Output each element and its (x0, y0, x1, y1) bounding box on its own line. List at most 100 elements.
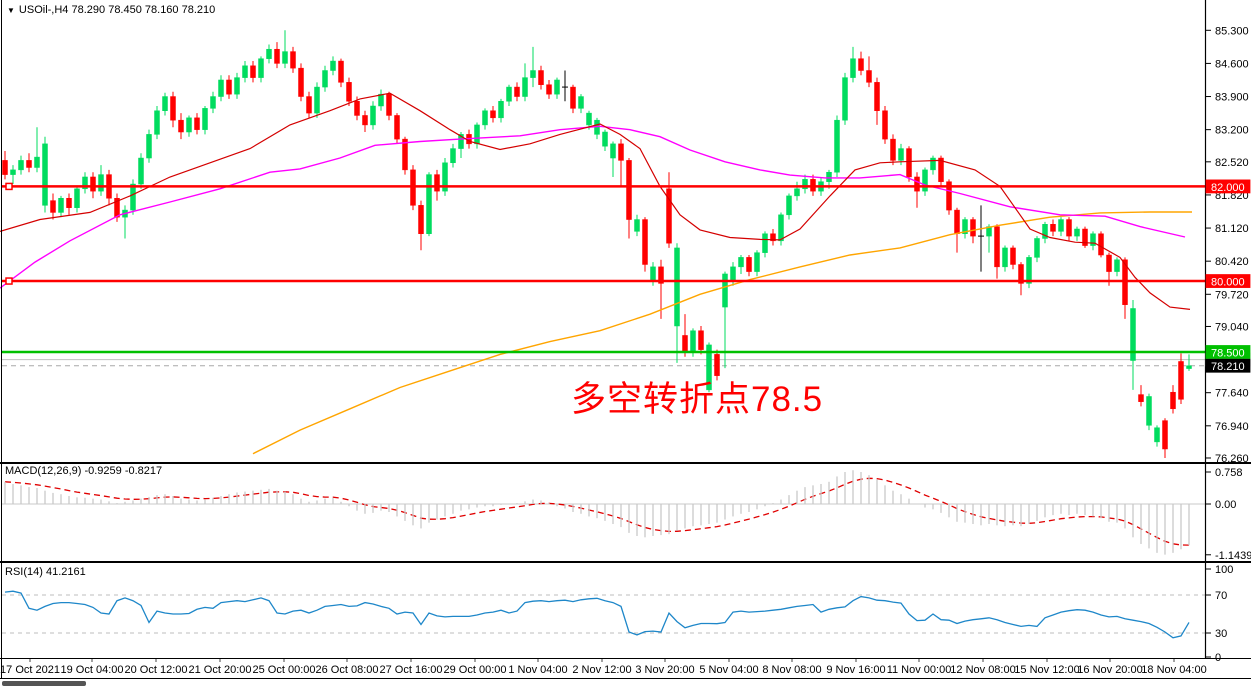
price-label-82.000 (1205, 179, 1251, 194)
time-tick-label: 15 Nov 12:00 (1014, 664, 1079, 676)
candle-body (858, 58, 864, 71)
candle-body (1146, 396, 1152, 426)
candle-body (946, 181, 952, 211)
price-label-78.500 (1205, 345, 1251, 359)
candle-body (930, 157, 936, 171)
time-axis[interactable]: 17 Oct 2021 19 Oct 04:00 20 Oct 12:00 21 Oc… (0, 659, 1207, 676)
candle-body (618, 143, 624, 161)
background-level-lines (2, 359, 1205, 367)
price-label-78.210 (1205, 358, 1251, 373)
resistance-82-handle[interactable] (5, 182, 13, 191)
candle-body (826, 171, 832, 182)
candle-body (290, 51, 296, 69)
candle-body (754, 252, 760, 272)
candle-body (530, 70, 536, 78)
candle-body (1034, 238, 1040, 258)
ma-fast-red (0, 92, 1191, 310)
candle-body (842, 77, 848, 121)
price-tick-label: 83.900 (1215, 92, 1249, 104)
candle-body (226, 79, 232, 95)
candles-layer (2, 30, 1192, 458)
time-tick-label: 3 Nov 20:00 (635, 664, 694, 676)
candle-body (258, 58, 264, 78)
candle-body (922, 169, 928, 192)
candle-body (882, 110, 888, 140)
macd-tick-label: -1.1439 (1215, 550, 1251, 562)
candle-body (674, 247, 680, 327)
candle-body (378, 93, 384, 107)
candle-body (690, 330, 696, 353)
time-tick-label: 2 Nov 12:00 (572, 664, 631, 676)
candle-body (2, 160, 8, 175)
candle-body (266, 48, 272, 59)
candle-body (1066, 219, 1072, 237)
candle-body (274, 48, 280, 64)
candle-body (58, 198, 64, 213)
candle-body (914, 176, 920, 192)
candle-body (498, 101, 504, 119)
candle-body (98, 174, 104, 192)
rsi-axis: 100 70 30 0 (1206, 564, 1233, 664)
candle-body (474, 124, 480, 145)
time-tick-label: 16 Nov 20:00 (1077, 664, 1142, 676)
macd-axis: 0.758 0.00 -1.1439 (1206, 467, 1251, 562)
price-label-text: 78.500 (1211, 348, 1245, 360)
time-tick-label: 1 Nov 04:00 (508, 664, 567, 676)
candle-body (426, 174, 432, 234)
candle-body (202, 108, 208, 130)
candle-body (866, 70, 872, 83)
candle-body (514, 86, 520, 97)
candle-body (546, 84, 552, 95)
candle-body (218, 79, 224, 97)
candle-body (26, 160, 32, 168)
candle-body (1050, 224, 1056, 232)
price-tick-label: 85.300 (1215, 25, 1249, 37)
candle-body (346, 82, 352, 102)
candle-body (42, 143, 48, 206)
macd-tick-label: 0.00 (1215, 499, 1236, 511)
candle-body (1082, 228, 1088, 246)
ma-mid-magenta-path (0, 125, 1186, 289)
candle-body (1186, 365, 1192, 369)
candle-body (802, 179, 808, 190)
time-tick-label: 19 Oct 04:00 (61, 664, 124, 676)
price-tick-label: 82.520 (1215, 157, 1249, 169)
candle-body (178, 119, 184, 133)
candle-body (386, 93, 392, 116)
candle-body (962, 219, 968, 234)
time-tick-label: 9 Nov 16:00 (826, 664, 885, 676)
candle-body (314, 86, 320, 114)
time-tick-label: 5 Nov 04:00 (699, 664, 758, 676)
candle-body (1090, 233, 1096, 246)
candle-body (1018, 264, 1024, 284)
macd-indicator-label: MACD(12,26,9) -0.9259 -0.8217 (5, 465, 163, 477)
time-tick-label: 27 Oct 16:00 (380, 664, 443, 676)
candle-body (210, 96, 216, 109)
candle-body (138, 157, 144, 185)
rsi-pane (2, 590, 1205, 639)
time-tick-label: 21 Oct 20:00 (189, 664, 252, 676)
candle-body (186, 117, 192, 133)
candle-body (370, 105, 376, 126)
symbol-dropdown-icon[interactable]: ▼ (7, 6, 15, 15)
candle-body (650, 266, 656, 282)
candle-body (682, 335, 688, 353)
price-tick-label: 79.040 (1215, 321, 1249, 333)
candle-body (66, 198, 72, 208)
candle-body (554, 79, 560, 95)
candle-body (434, 174, 440, 192)
horizontal-scrollbar-thumb[interactable] (2, 681, 86, 686)
price-tick-label: 80.420 (1215, 256, 1249, 268)
price-label-80.000 (1205, 274, 1251, 288)
candle-body (1162, 420, 1168, 450)
price-label-text: 78.210 (1211, 361, 1245, 373)
annotation-text[interactable]: 多空转折点78.5 (571, 380, 824, 419)
horizontal-object-lines[interactable] (2, 182, 1205, 354)
candle-body (906, 148, 912, 178)
support-80-handle[interactable] (5, 277, 13, 285)
candle-body (698, 330, 704, 350)
price-tick-label: 81.120 (1215, 223, 1249, 235)
candle-body (602, 131, 608, 147)
candle-body (482, 110, 488, 126)
